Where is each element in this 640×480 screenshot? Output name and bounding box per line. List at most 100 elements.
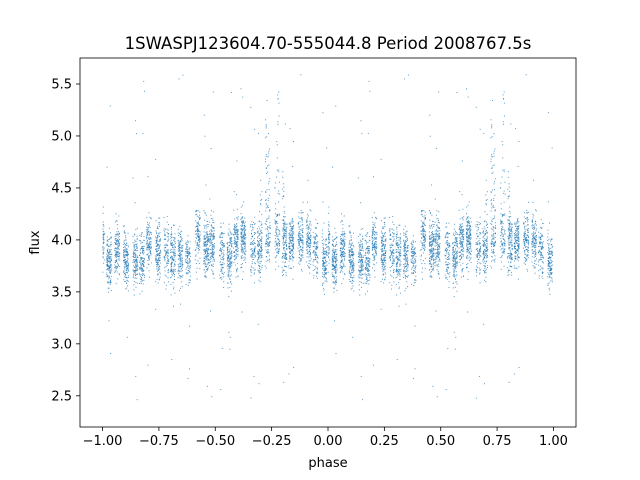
data-point bbox=[243, 231, 245, 233]
data-point bbox=[444, 274, 446, 276]
data-point bbox=[158, 232, 160, 234]
data-point bbox=[404, 247, 405, 249]
data-point bbox=[167, 259, 169, 261]
data-point bbox=[482, 251, 484, 253]
data-point bbox=[368, 261, 370, 263]
data-point bbox=[140, 281, 142, 283]
data-point bbox=[243, 256, 245, 258]
data-point bbox=[447, 267, 449, 269]
data-point bbox=[424, 211, 426, 213]
data-point bbox=[456, 255, 458, 257]
data-point bbox=[123, 240, 125, 242]
data-point bbox=[102, 237, 104, 239]
data-point bbox=[485, 254, 487, 256]
data-point bbox=[329, 247, 331, 249]
data-point bbox=[389, 231, 391, 233]
data-point bbox=[109, 262, 111, 264]
data-point bbox=[226, 265, 228, 267]
data-point bbox=[155, 249, 157, 251]
data-point bbox=[156, 245, 158, 247]
data-point bbox=[433, 262, 435, 264]
data-point bbox=[212, 236, 214, 238]
data-point bbox=[420, 249, 422, 251]
data-point bbox=[250, 224, 252, 226]
data-point bbox=[234, 259, 236, 261]
data-point bbox=[366, 267, 368, 269]
data-point bbox=[187, 256, 189, 258]
data-point bbox=[399, 256, 401, 258]
data-point bbox=[256, 253, 258, 255]
data-point bbox=[155, 230, 157, 232]
data-point bbox=[220, 270, 222, 272]
data-point bbox=[358, 256, 360, 258]
data-point bbox=[185, 272, 187, 274]
data-point bbox=[181, 238, 183, 240]
data-point bbox=[253, 273, 255, 275]
data-point bbox=[235, 276, 237, 278]
data-point bbox=[257, 231, 259, 233]
data-point bbox=[203, 231, 205, 233]
data-point bbox=[385, 238, 387, 240]
data-point bbox=[107, 260, 109, 262]
data-point bbox=[233, 234, 235, 236]
data-point bbox=[405, 241, 407, 243]
data-point bbox=[468, 242, 470, 244]
data-point bbox=[407, 274, 409, 276]
data-point bbox=[343, 215, 345, 217]
data-point bbox=[359, 269, 361, 271]
data-point bbox=[384, 268, 386, 270]
data-point bbox=[456, 243, 458, 245]
data-point bbox=[430, 211, 432, 213]
data-point bbox=[165, 288, 167, 290]
data-point bbox=[189, 268, 191, 270]
data-point bbox=[205, 271, 207, 273]
data-point bbox=[439, 251, 441, 253]
data-point bbox=[367, 264, 369, 266]
data-point bbox=[339, 264, 341, 266]
data-point bbox=[252, 235, 254, 237]
data-point bbox=[253, 221, 255, 223]
data-point bbox=[171, 257, 173, 259]
data-point bbox=[148, 257, 150, 259]
data-point bbox=[107, 258, 109, 260]
data-point bbox=[212, 218, 214, 220]
data-point bbox=[109, 272, 111, 274]
data-point bbox=[374, 238, 376, 240]
data-point bbox=[487, 256, 489, 258]
data-point bbox=[163, 230, 165, 232]
data-point bbox=[341, 258, 343, 260]
data-point bbox=[392, 259, 394, 261]
data-point bbox=[240, 235, 242, 237]
data-point bbox=[227, 242, 229, 244]
data-point bbox=[150, 247, 152, 248]
data-point bbox=[242, 235, 244, 237]
data-point bbox=[329, 232, 330, 234]
data-point bbox=[157, 263, 159, 264]
data-point bbox=[115, 261, 117, 263]
data-point bbox=[187, 242, 189, 244]
data-point bbox=[367, 270, 369, 272]
data-point bbox=[210, 261, 212, 263]
data-point bbox=[470, 221, 472, 223]
data-point bbox=[447, 245, 449, 247]
data-point bbox=[124, 262, 126, 264]
data-point bbox=[228, 267, 230, 269]
data-point bbox=[381, 250, 383, 252]
data-point bbox=[164, 247, 166, 249]
data-point bbox=[385, 276, 387, 278]
data-point bbox=[452, 242, 454, 244]
data-point bbox=[140, 234, 142, 236]
data-point bbox=[411, 283, 413, 285]
data-point bbox=[407, 266, 409, 268]
data-point bbox=[203, 219, 205, 221]
data-point bbox=[213, 236, 215, 238]
data-point bbox=[424, 240, 426, 242]
data-point bbox=[227, 257, 229, 259]
data-point bbox=[116, 271, 118, 273]
data-point bbox=[242, 236, 244, 238]
data-point bbox=[438, 273, 440, 275]
data-point bbox=[373, 253, 375, 255]
data-point bbox=[467, 251, 469, 253]
data-point bbox=[125, 236, 127, 238]
data-point bbox=[204, 213, 206, 215]
